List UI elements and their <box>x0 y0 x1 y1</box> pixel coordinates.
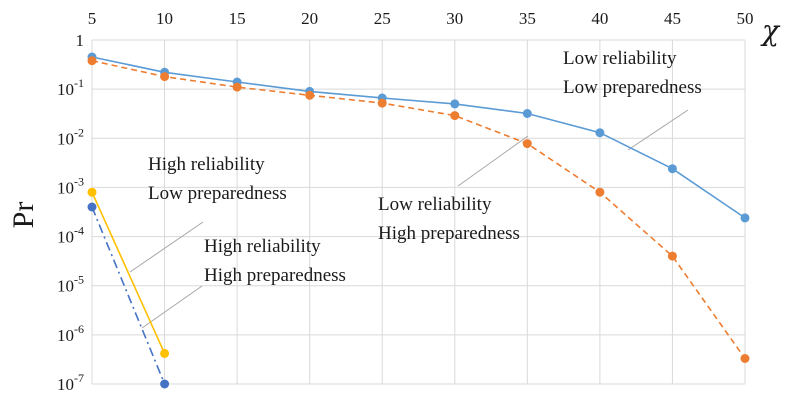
y-tick-base: 10 <box>57 326 74 345</box>
y-tick-exponent: -7 <box>74 371 84 385</box>
y-tick-label: 10-4 <box>57 224 84 247</box>
x-tick-label: 10 <box>156 9 173 28</box>
grid <box>91 39 746 385</box>
y-tick-exponent: -1 <box>74 76 84 90</box>
leader-line <box>141 285 203 329</box>
annotation-line: Low reliability <box>563 48 677 69</box>
series-line-3 <box>91 191 166 354</box>
annotation-high-low: High reliability Low preparedness <box>148 154 287 204</box>
annotation-high-high: High reliability High preparedness <box>204 236 346 286</box>
y-tick-label: 1 <box>76 31 85 50</box>
data-point <box>667 251 677 261</box>
y-tick-labels: 110-110-210-310-410-510-610-7 <box>57 31 84 394</box>
y-tick-label: 10-3 <box>57 174 84 197</box>
annotation-line: High preparedness <box>204 265 346 286</box>
x-tick-label: 45 <box>664 9 681 28</box>
y-axis-label: Pr <box>7 202 40 229</box>
y-tick-exponent: -3 <box>74 174 84 188</box>
y-tick-base: 10 <box>57 375 74 394</box>
y-tick-label: 10-1 <box>57 76 84 99</box>
y-tick-label: 10-6 <box>57 322 84 345</box>
data-point <box>160 379 170 389</box>
annotation-low-high: Low reliability High preparedness <box>378 194 520 244</box>
y-tick-label: 10-5 <box>57 273 84 296</box>
x-tick-label: 50 <box>737 9 754 28</box>
data-point <box>595 128 605 138</box>
series-line-1 <box>91 56 746 219</box>
y-tick-exponent: -6 <box>74 322 84 336</box>
annotation-line: Low preparedness <box>148 183 287 204</box>
data-point <box>522 139 532 149</box>
x-axis-label: χ <box>760 14 781 47</box>
y-tick-base: 10 <box>57 80 74 99</box>
x-tick-label: 25 <box>374 9 391 28</box>
y-tick-exponent: -5 <box>74 273 84 287</box>
data-point <box>450 99 460 109</box>
data-point <box>595 187 605 197</box>
data-point <box>522 109 532 118</box>
x-tick-label: 30 <box>446 9 463 28</box>
data-point <box>450 111 460 121</box>
leader-line <box>129 221 204 273</box>
annotation-line: High reliability <box>204 236 321 257</box>
annotation-low-low: Low reliability Low preparedness <box>563 48 702 98</box>
y-tick-exponent: -4 <box>74 224 84 238</box>
data-point <box>232 82 242 92</box>
series-line-2 <box>91 59 746 359</box>
y-tick-base: 10 <box>57 277 74 296</box>
annotation-line: Low reliability <box>378 194 492 215</box>
y-tick-base: 10 <box>57 228 74 247</box>
leader-line <box>627 109 689 151</box>
y-tick-base: 10 <box>57 129 74 148</box>
data-point <box>160 72 170 82</box>
x-tick-label: 35 <box>519 9 536 28</box>
annotation-line: High reliability <box>148 154 265 175</box>
x-tick-labels: 5 10 15 20 25 30 35 40 45 50 <box>88 9 754 28</box>
x-tick-label: 20 <box>301 9 318 28</box>
y-tick-base: 10 <box>57 178 74 197</box>
y-tick-label: 10-2 <box>57 125 84 148</box>
y-tick-base: 1 <box>76 31 85 50</box>
y-tick-label: 10-7 <box>57 371 84 394</box>
data-point <box>377 98 387 108</box>
data-point <box>87 56 97 66</box>
data-point <box>87 187 97 197</box>
series-group <box>87 52 750 389</box>
annotation-leaders <box>129 109 689 329</box>
annotation-line: High preparedness <box>378 223 520 244</box>
y-tick-exponent: -2 <box>74 125 84 139</box>
x-tick-label: 15 <box>229 9 246 28</box>
data-point <box>740 213 750 223</box>
series-line-4 <box>91 206 166 385</box>
x-tick-label: 5 <box>88 9 97 28</box>
data-point <box>305 90 315 100</box>
data-point <box>160 348 170 358</box>
data-point <box>740 354 750 363</box>
annotation-line: Low preparedness <box>563 77 702 98</box>
data-point <box>667 164 677 174</box>
data-point <box>87 202 97 212</box>
x-tick-label: 40 <box>591 9 608 28</box>
leader-line <box>457 135 529 187</box>
